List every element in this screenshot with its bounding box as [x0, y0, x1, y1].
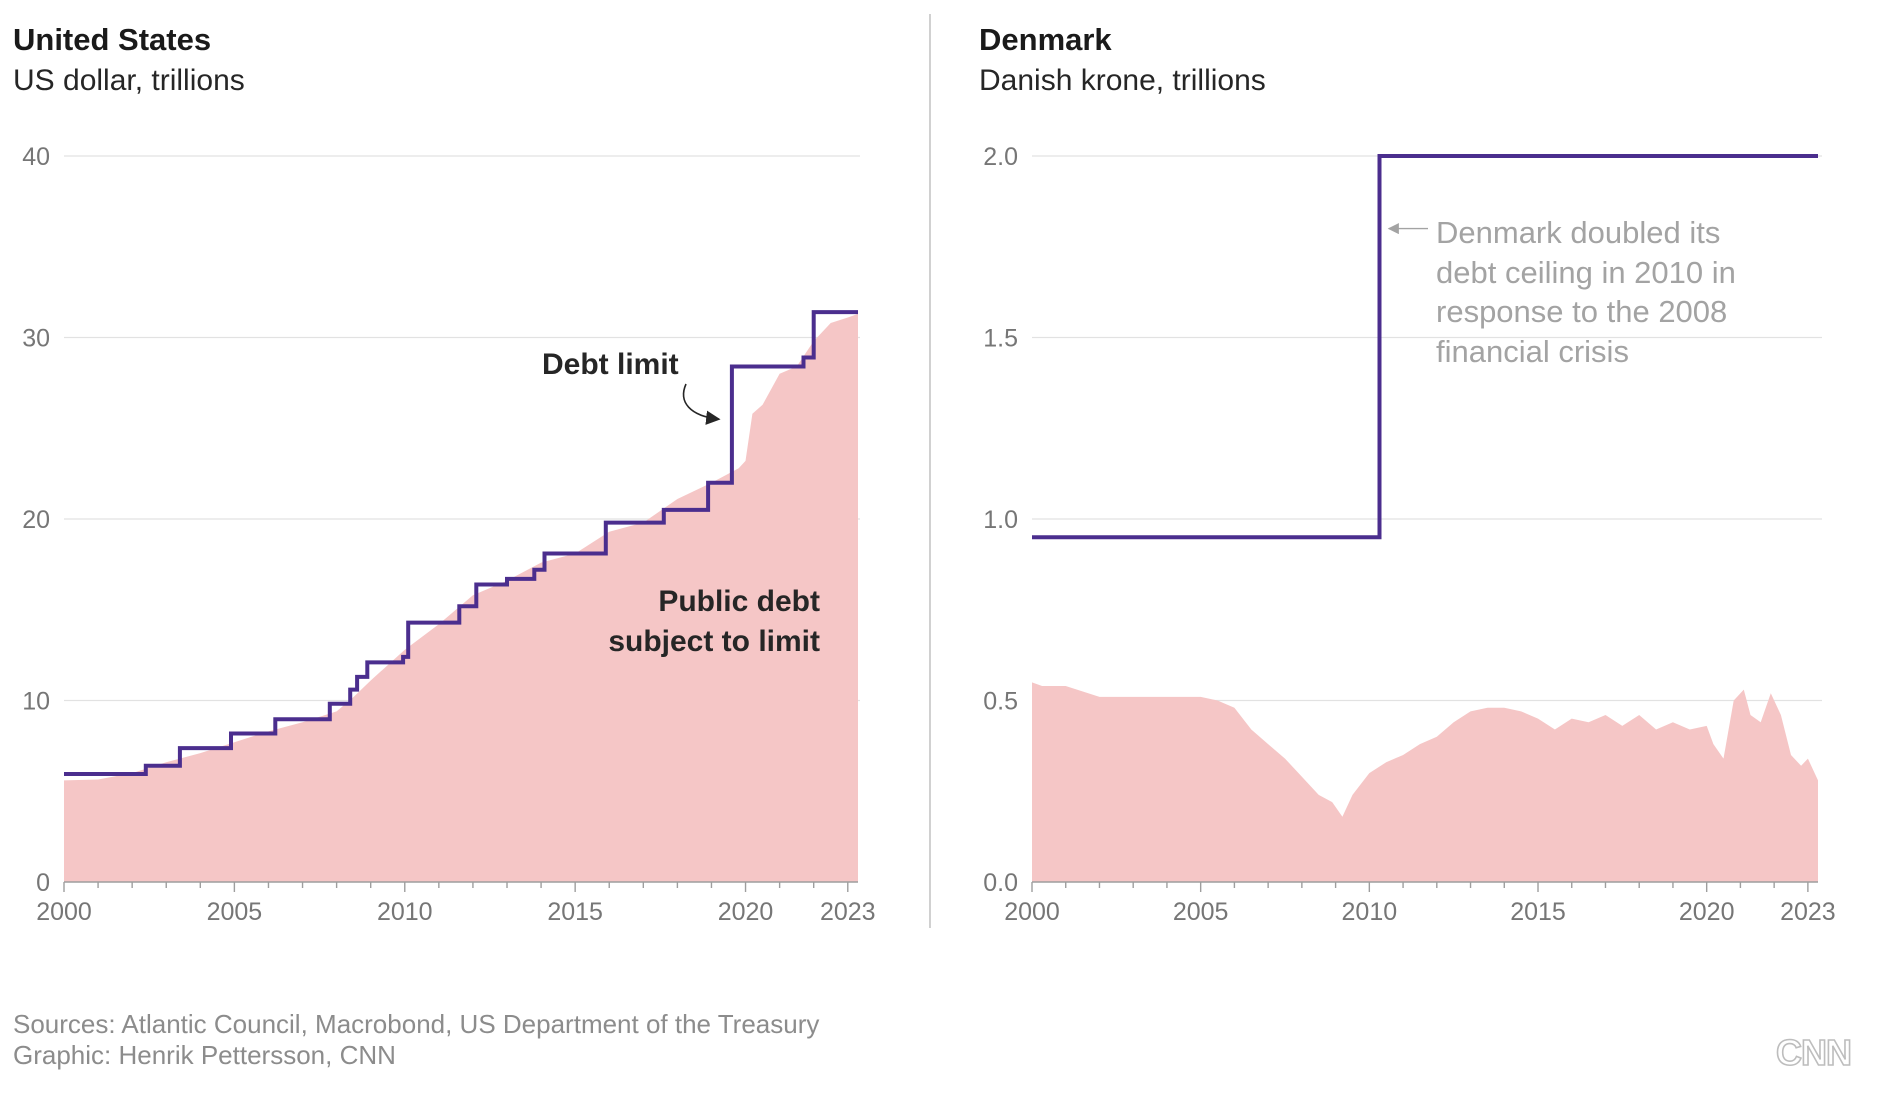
us-x-tick-label: 2010	[377, 898, 433, 926]
us-x-tick-label: 2023	[820, 898, 876, 926]
us-x-axis: 2000 2005 2010 2015 2020 2023	[36, 881, 876, 926]
us-debt-limit-arrow	[682, 383, 721, 425]
graphic-credit: Graphic: Henrik Pettersson, CNN	[13, 1040, 396, 1070]
cnn-logo: CNN	[1776, 1032, 1851, 1073]
us-y-tick-label: 0	[36, 869, 50, 897]
dk-y-tick-label: 0.0	[983, 869, 1018, 897]
dk-ceiling-annotation-line1: Denmark doubled its	[1436, 215, 1720, 250]
us-chart-panel: United States US dollar, trillions 0 10 20…	[13, 22, 876, 926]
dk-x-tick-label: 2010	[1342, 898, 1398, 926]
us-public-debt-area	[64, 313, 858, 882]
us-x-tick-label: 2015	[547, 898, 603, 926]
us-x-tick-label: 2020	[718, 898, 774, 926]
us-public-debt-label-line2: subject to limit	[608, 625, 820, 658]
dk-public-debt-area	[1032, 682, 1818, 882]
dk-x-tick-label: 2015	[1510, 898, 1566, 926]
us-chart-title: United States	[13, 22, 211, 57]
us-y-tick-label: 40	[22, 143, 50, 171]
us-y-tick-label: 20	[22, 506, 50, 534]
dk-x-tick-label: 2020	[1679, 898, 1735, 926]
us-debt-limit-label: Debt limit	[542, 348, 679, 381]
us-x-tick-label: 2000	[36, 898, 92, 926]
us-debt-limit-line	[64, 310, 858, 776]
us-chart-subtitle: US dollar, trillions	[13, 64, 245, 97]
us-public-debt-label-line1: Public debt	[658, 585, 820, 618]
footer: Sources: Atlantic Council, Macrobond, US…	[13, 1009, 1853, 1074]
us-y-tick-labels: 0 10 20 30 40	[22, 143, 50, 897]
us-x-tick-label: 2005	[207, 898, 263, 926]
us-y-tick-label: 10	[22, 688, 50, 716]
dk-y-tick-label: 1.5	[983, 325, 1018, 353]
dk-chart-title: Denmark	[979, 22, 1112, 57]
dk-x-tick-label: 2005	[1173, 898, 1229, 926]
dk-ceiling-annotation-line4: financial crisis	[1436, 334, 1629, 369]
us-y-tick-label: 30	[22, 325, 50, 353]
dk-x-axis: 2000 2005 2010 2015 2020 2023	[1004, 881, 1836, 926]
dk-y-tick-label: 2.0	[983, 143, 1018, 171]
dk-ceiling-annotation-line3: response to the 2008	[1436, 294, 1727, 329]
dk-y-tick-label: 1.0	[983, 506, 1018, 534]
dk-x-tick-label: 2000	[1004, 898, 1060, 926]
dk-ceiling-annotation-line2: debt ceiling in 2010 in	[1436, 255, 1736, 290]
dk-chart-panel: Denmark Danish krone, trillions 0.0 0.5 1.…	[979, 22, 1836, 926]
dk-chart-subtitle: Danish krone, trillions	[979, 64, 1266, 97]
dk-debt-limit-line	[1032, 154, 1818, 540]
source-credit: Sources: Atlantic Council, Macrobond, US…	[13, 1009, 819, 1039]
dk-x-tick-label: 2023	[1780, 898, 1836, 926]
dk-y-tick-label: 0.5	[983, 688, 1018, 716]
dk-y-tick-labels: 0.0 0.5 1.0 1.5 2.0	[983, 143, 1018, 897]
